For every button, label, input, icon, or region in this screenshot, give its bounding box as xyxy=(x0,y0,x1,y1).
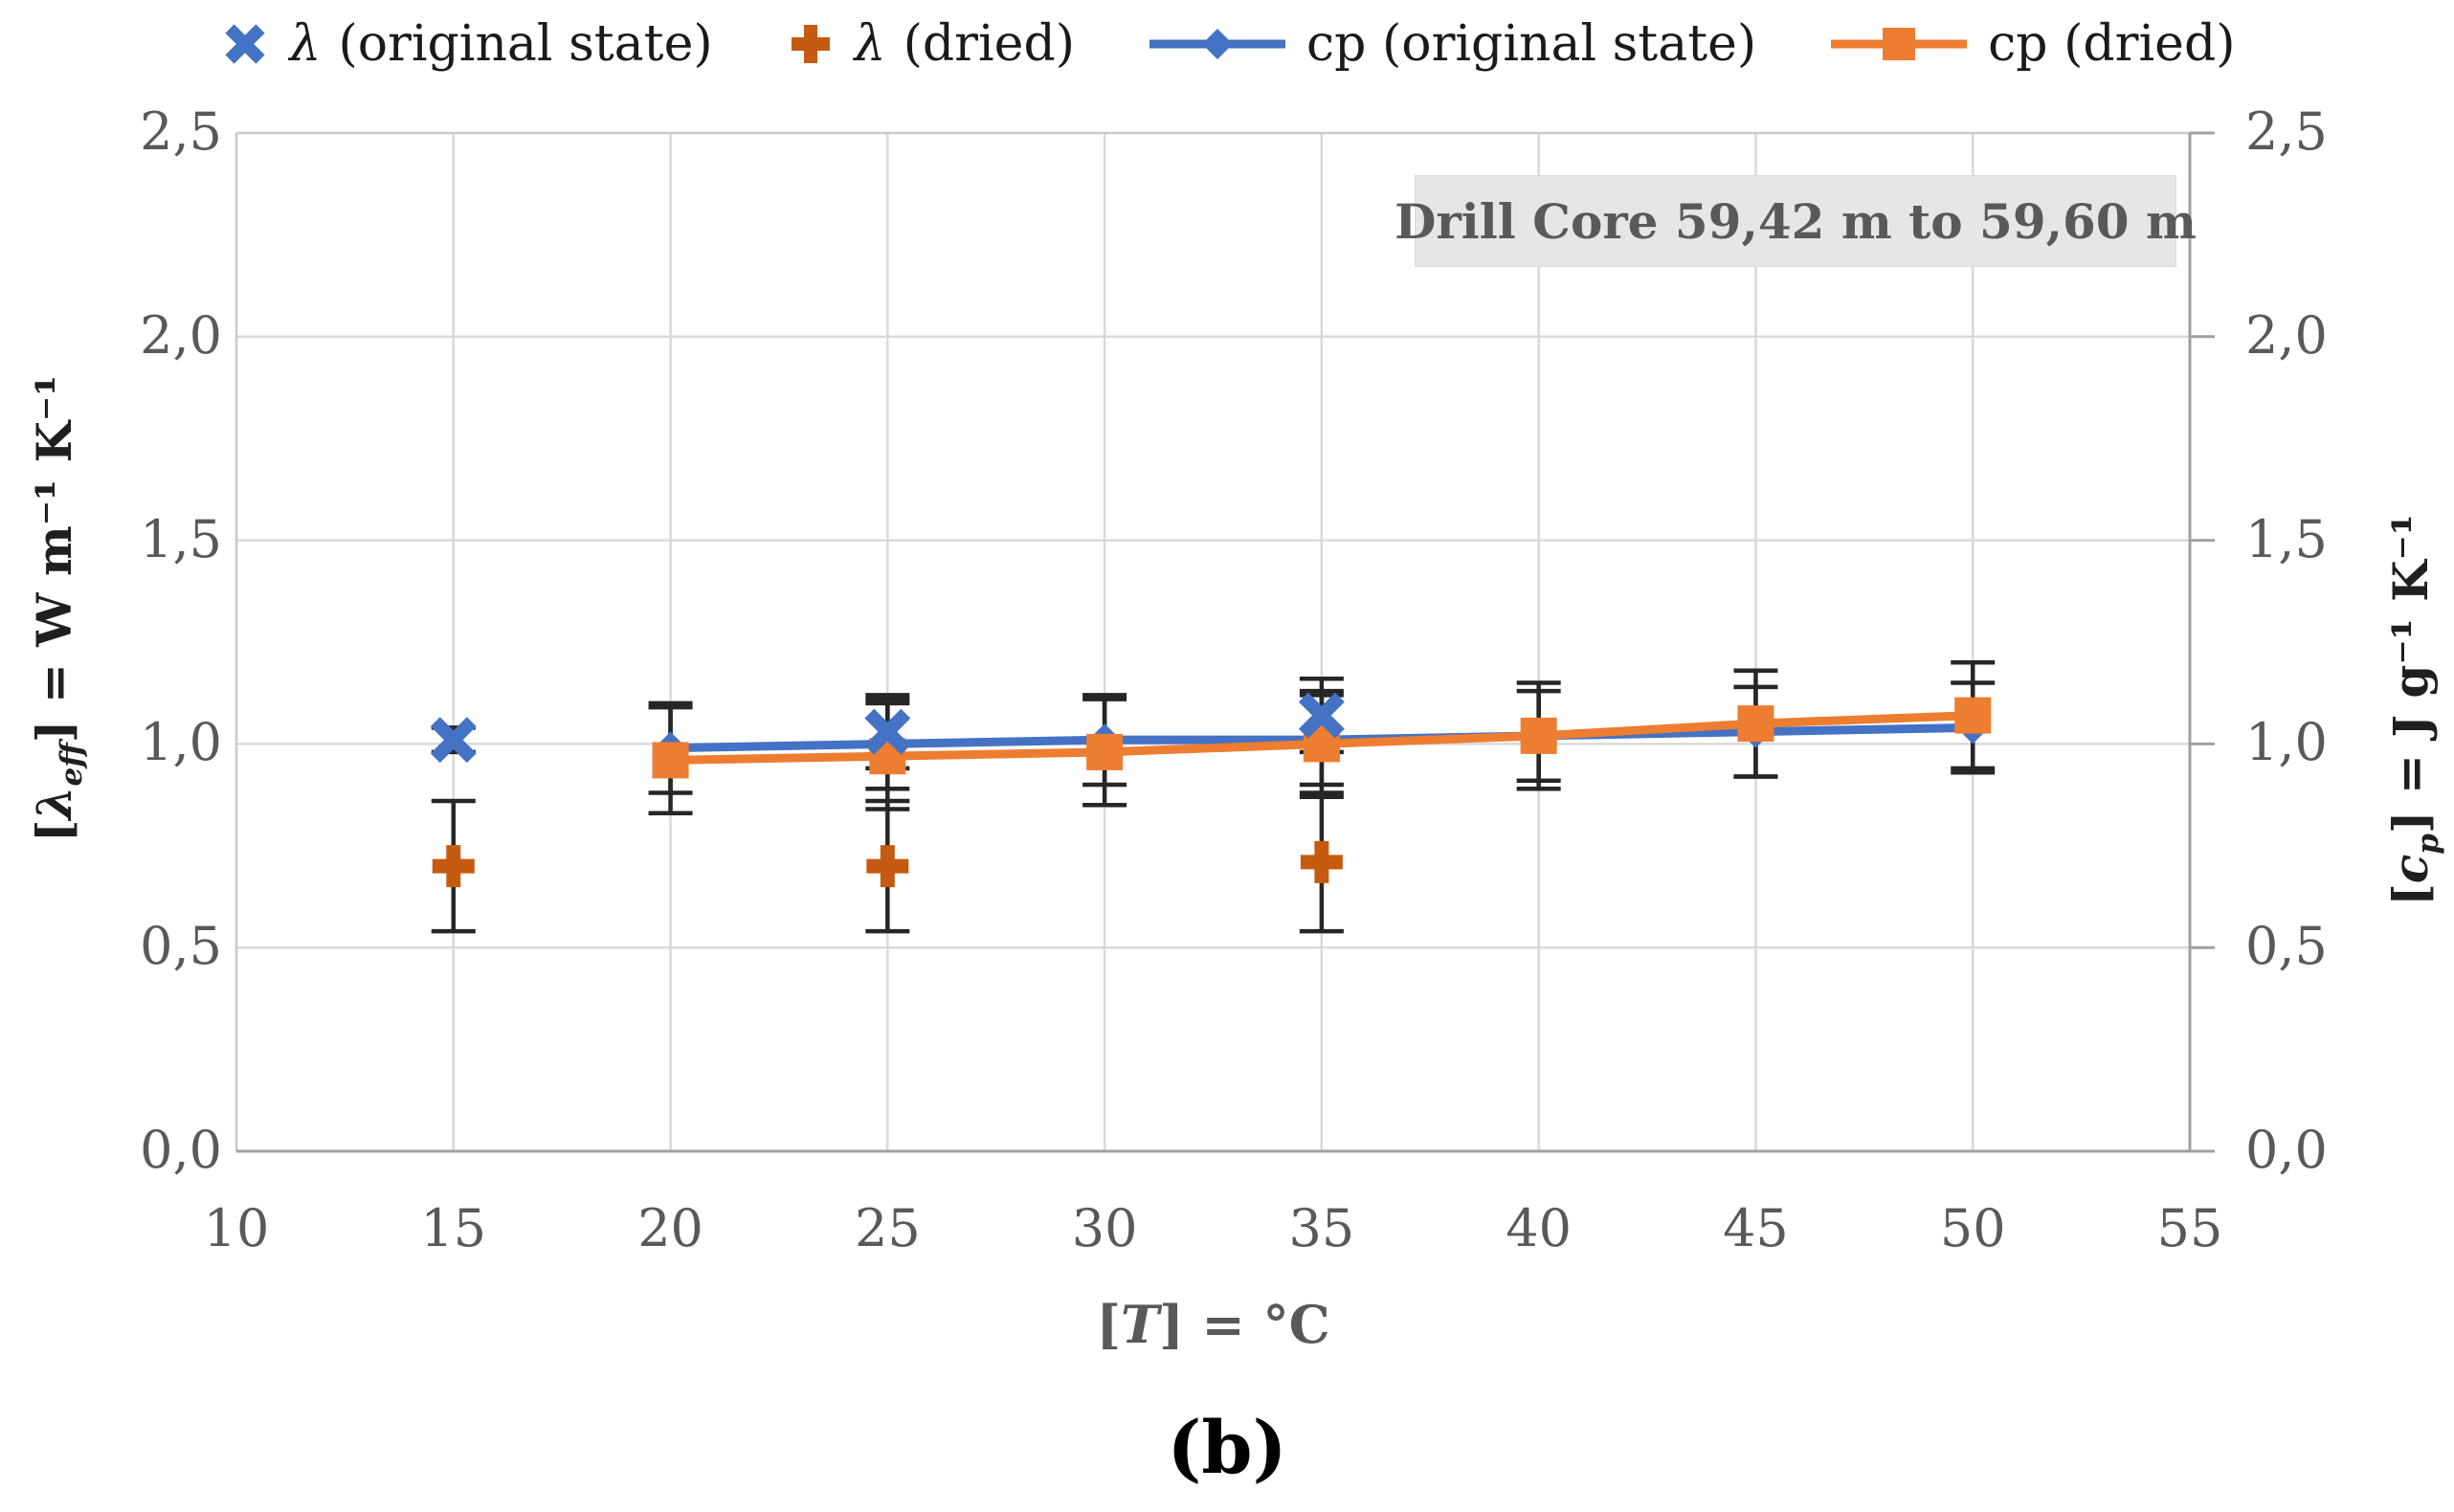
square-marker xyxy=(1520,717,1557,754)
square-marker xyxy=(1954,697,1992,734)
x-marker xyxy=(864,708,911,755)
square-marker xyxy=(1086,733,1124,770)
x-marker xyxy=(430,717,477,764)
plus-marker xyxy=(866,845,909,888)
plus-marker xyxy=(432,845,475,888)
square-marker xyxy=(1737,705,1774,743)
x-marker xyxy=(1298,692,1345,739)
plus-marker xyxy=(1300,840,1343,883)
square-marker xyxy=(652,742,689,779)
